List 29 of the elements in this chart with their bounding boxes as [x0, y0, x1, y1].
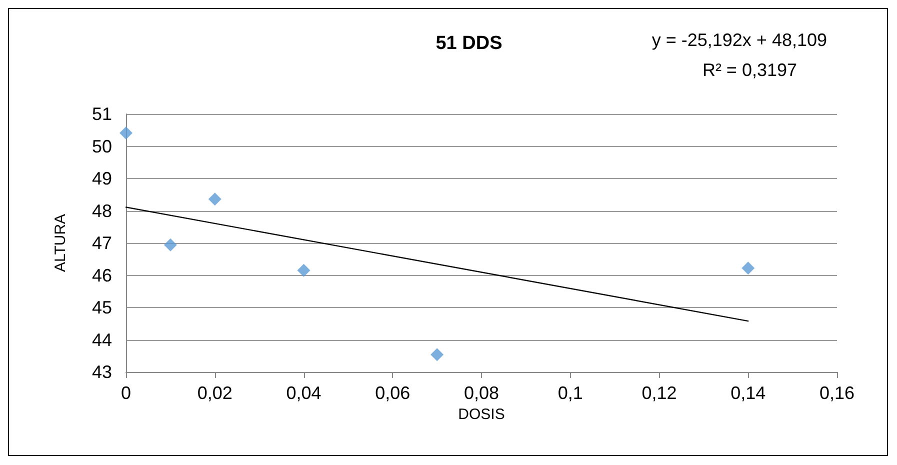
text: y = -25,192x + 48,109: [652, 30, 828, 50]
point: [430, 348, 444, 362]
y-tick-label: 43: [92, 362, 112, 382]
point: [297, 264, 310, 277]
y-axis-title: ALTURA: [52, 214, 69, 272]
x-tick-label: 0,16: [819, 383, 855, 403]
y-tick-label: 51: [92, 104, 112, 124]
y-tick-label: 46: [92, 265, 112, 286]
x-tick-label: 0,08: [464, 383, 500, 403]
point: [120, 126, 132, 140]
chart-title: 51 DDS: [436, 33, 502, 54]
y-tick-label: 48: [92, 200, 112, 221]
x-tick-label: 0,1: [558, 383, 583, 403]
point: [164, 238, 177, 252]
x-tick-label: 0,14: [730, 383, 766, 403]
y-tick-label: 45: [92, 298, 112, 318]
y-tick-label: 44: [92, 330, 112, 350]
x-tick-label: 0,12: [642, 383, 677, 403]
y-tick-label: 50: [92, 136, 112, 156]
text: R² = 0,3197: [702, 60, 797, 80]
y-tick-label: 47: [92, 233, 112, 253]
x-axis-title: DOSIS: [458, 406, 505, 423]
x-tick-label: 0,04: [286, 383, 322, 403]
x-tick-label: 0,06: [375, 383, 410, 403]
x-tick-label: 0: [120, 383, 132, 403]
x-tick-label: 0,02: [197, 383, 232, 403]
y-tick-label: 49: [92, 168, 112, 188]
point: [208, 192, 222, 206]
point: [742, 262, 755, 275]
